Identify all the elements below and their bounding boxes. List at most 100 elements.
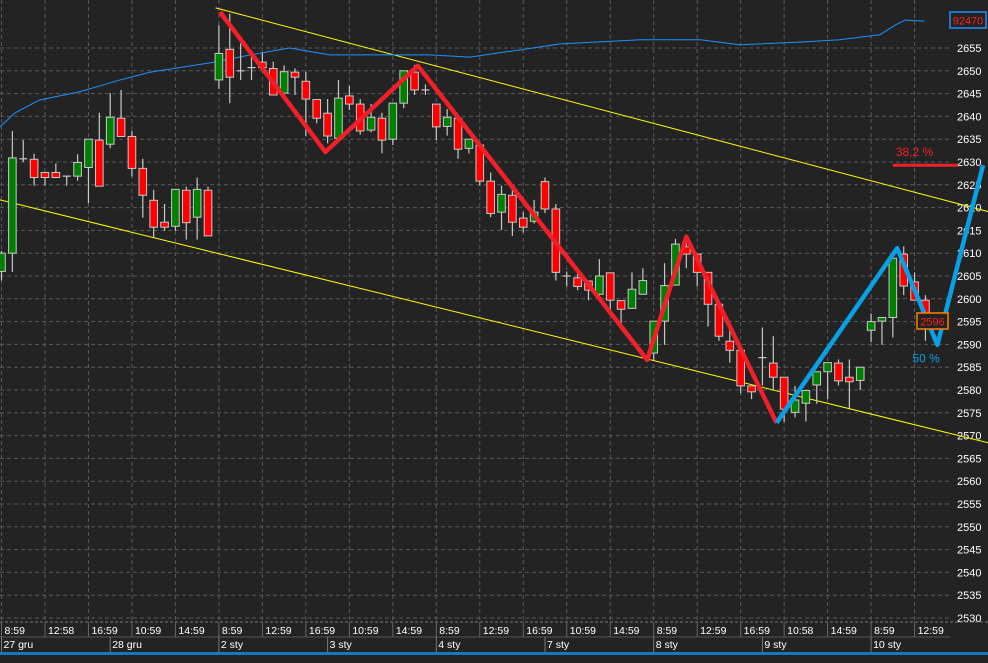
time-label: 12:59 — [700, 625, 726, 637]
candle-down — [323, 112, 332, 137]
time-label: 12:59 — [265, 625, 291, 637]
candle-down — [508, 194, 517, 223]
channel-upper-line[interactable] — [215, 7, 988, 213]
y-tick-label: 2655 — [957, 43, 981, 55]
grid — [0, 0, 950, 622]
candle-down — [29, 158, 39, 179]
candle-down — [518, 217, 528, 228]
candle-up — [73, 161, 82, 177]
time-label: 16:59 — [744, 625, 770, 637]
channel-lower-line[interactable] — [0, 199, 988, 444]
candle-up — [399, 70, 408, 104]
candle-down — [616, 300, 626, 310]
date-label: 8 sty — [656, 639, 679, 651]
date-label: 10 sty — [873, 639, 902, 651]
y-tick-label: 2540 — [957, 567, 981, 579]
candle-up — [823, 362, 832, 373]
time-label: 8:59 — [874, 625, 895, 637]
candle-down — [410, 71, 419, 91]
y-tick-label: 2585 — [957, 362, 981, 374]
time-label: 14:59 — [613, 625, 639, 637]
y-tick-label: 2570 — [957, 431, 981, 443]
candle-down — [540, 181, 550, 210]
y-tick-label: 2560 — [957, 476, 981, 488]
candle-up — [8, 157, 17, 254]
candle-up — [627, 288, 637, 309]
time-label: 14:59 — [178, 625, 204, 637]
trend-channel[interactable] — [0, 7, 988, 444]
candle-down — [290, 71, 300, 78]
zigzag-down-polyline[interactable] — [218, 10, 779, 424]
y-tick-label: 2565 — [957, 453, 981, 465]
last-price-badge: 2596 — [916, 312, 949, 330]
y-tick-label: 2630 — [957, 157, 981, 169]
candle-down — [486, 180, 495, 215]
y-tick-label: 2530 — [957, 613, 981, 625]
y-tick-label: 2545 — [957, 545, 981, 557]
y-tick-label: 2555 — [957, 499, 981, 511]
candle-up — [464, 138, 474, 149]
candle-up — [442, 116, 452, 127]
y-tick-label: 2535 — [957, 590, 981, 602]
time-label: 14:59 — [396, 625, 422, 637]
y-tick-label: 2620 — [957, 203, 981, 215]
axis-scroll-bar[interactable] — [0, 652, 988, 655]
y-tick-label: 2650 — [957, 66, 981, 78]
indicator-polyline — [0, 19, 925, 128]
date-label: 3 sty — [330, 639, 353, 651]
date-label: 27 gru — [4, 639, 34, 651]
candle-down — [203, 189, 213, 237]
time-label: 8:59 — [5, 625, 26, 637]
date-label: 2 sty — [221, 639, 244, 651]
candle-up — [105, 116, 115, 145]
indicator-value-badge: 92470 — [949, 11, 987, 29]
time-label: 8:59 — [657, 625, 678, 637]
y-tick-label: 2590 — [957, 339, 981, 351]
time-label: 10:58 — [787, 625, 813, 637]
y-tick-label: 2600 — [957, 294, 981, 306]
candle-up — [279, 71, 289, 94]
candle-up — [812, 371, 822, 386]
candle-up — [192, 188, 202, 218]
candle-up — [888, 257, 898, 318]
zigzag-up-polyline[interactable] — [774, 164, 986, 425]
candle-up — [388, 102, 398, 140]
candle-down — [432, 103, 441, 128]
candle-down — [160, 221, 169, 228]
time-label: 16:59 — [91, 625, 117, 637]
zigzag-lines[interactable] — [218, 10, 986, 425]
candle-up — [638, 280, 648, 295]
candle-up — [84, 138, 93, 168]
candle-down — [181, 189, 191, 224]
candle-down — [138, 167, 148, 196]
y-tick-label: 2605 — [957, 271, 981, 283]
time-axis[interactable]: 8:59 12:58 16:59 10:59 14:59 8:59 12:59 16:59 10… — [0, 621, 988, 655]
y-tick-label: 2595 — [957, 317, 981, 329]
candle-down — [725, 340, 735, 351]
time-label: 16:59 — [526, 625, 552, 637]
candle-down — [116, 117, 126, 137]
date-label: 9 sty — [764, 639, 787, 651]
candle-up — [497, 193, 506, 213]
fib-38-label: 38,2 % — [896, 145, 934, 159]
candle-down — [845, 376, 854, 383]
candle-up — [334, 97, 343, 139]
y-tick-label: 2640 — [957, 111, 981, 123]
candle-down — [149, 199, 158, 228]
y-tick-label: 2645 — [957, 89, 981, 101]
time-label: 8:59 — [222, 625, 243, 637]
candle-down — [834, 362, 843, 382]
candle-down — [51, 171, 61, 179]
candle-down — [605, 272, 615, 301]
y-tick-label: 2580 — [957, 385, 981, 397]
candle-up — [0, 252, 6, 272]
candle-down — [95, 139, 104, 187]
time-label: 10:59 — [570, 625, 596, 637]
fibonacci-annotations[interactable]: 38,2 % 50 % — [892, 145, 959, 365]
date-label: 7 sty — [547, 639, 570, 651]
date-label: 4 sty — [438, 639, 461, 651]
indicator-line — [0, 19, 925, 128]
time-label: 14:59 — [831, 625, 857, 637]
